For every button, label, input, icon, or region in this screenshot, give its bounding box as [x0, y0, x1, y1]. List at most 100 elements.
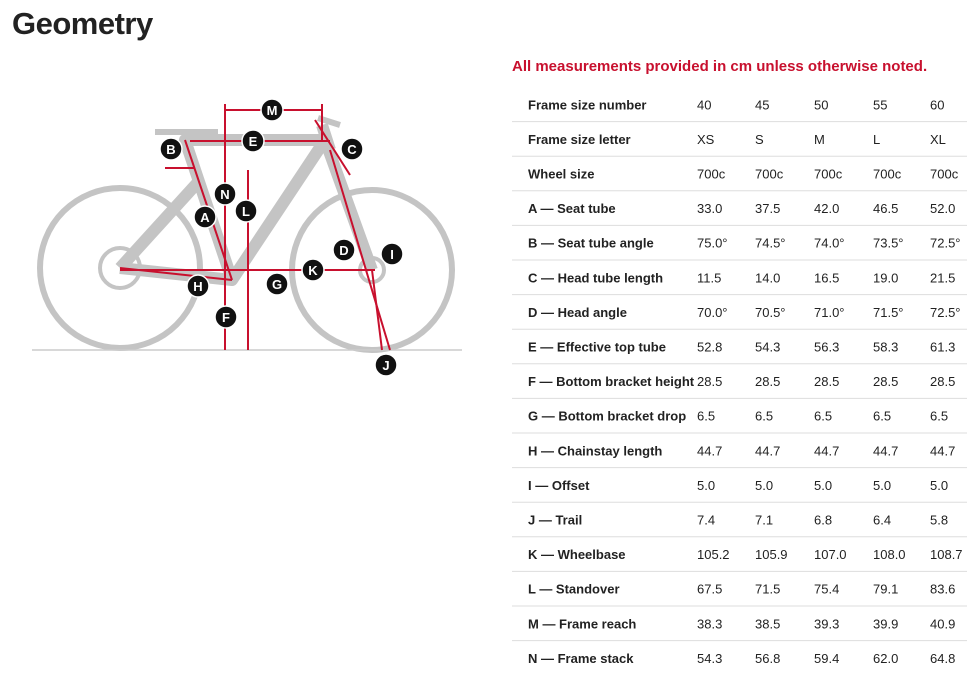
cell: 700c	[873, 167, 902, 182]
cell: 83.6	[930, 582, 955, 597]
cell: 46.5	[873, 201, 898, 216]
cell: 44.7	[814, 443, 839, 458]
cell: 105.2	[697, 547, 730, 562]
cell: 6.5	[814, 409, 832, 424]
label-letter: C	[347, 142, 357, 157]
cell: 6.5	[873, 409, 891, 424]
cell: 74.0°	[814, 236, 845, 251]
cell: 42.0	[814, 201, 839, 216]
cell: 5.0	[873, 478, 891, 493]
cell: 38.3	[697, 616, 722, 631]
cell: 61.3	[930, 340, 955, 355]
cell: 67.5	[697, 582, 722, 597]
label-badge	[213, 182, 237, 206]
cell: S	[755, 132, 764, 147]
label-badge	[260, 98, 284, 122]
cell: 79.1	[873, 582, 898, 597]
label-letter: N	[220, 187, 229, 202]
cell: 6.8	[814, 513, 832, 528]
label-letter: K	[308, 263, 318, 278]
cell: 54.3	[755, 340, 780, 355]
label-letter: A	[200, 210, 210, 225]
cell: 70.5°	[755, 305, 786, 320]
row-label: M — Frame reach	[528, 616, 636, 631]
row-label: F — Bottom bracket height	[528, 374, 695, 389]
cell: L	[873, 132, 880, 147]
cell: 105.9	[755, 547, 788, 562]
cell: 44.7	[930, 443, 955, 458]
cell: 74.5°	[755, 236, 786, 251]
label-badge	[332, 238, 356, 262]
row-label: Wheel size	[528, 167, 594, 182]
row-label: K — Wheelbase	[528, 547, 626, 562]
label-badge	[234, 199, 258, 223]
cell: 7.1	[755, 513, 773, 528]
cell: 50	[814, 97, 828, 112]
cell: 5.0	[755, 478, 773, 493]
cell: 5.8	[930, 513, 948, 528]
cell: 44.7	[697, 443, 722, 458]
row-label: I — Offset	[528, 478, 590, 493]
label-badge	[374, 353, 398, 377]
label-badge	[380, 242, 404, 266]
cell: 64.8	[930, 651, 955, 666]
label-letter: J	[382, 358, 389, 373]
cell: 28.5	[755, 374, 780, 389]
cell: 75.4	[814, 582, 839, 597]
cell: 44.7	[873, 443, 898, 458]
cell: 59.4	[814, 651, 839, 666]
row-label: A — Seat tube	[528, 201, 616, 216]
row-label: B — Seat tube angle	[528, 236, 654, 251]
cell: 39.9	[873, 616, 898, 631]
cell: 72.5°	[930, 236, 961, 251]
cell: 7.4	[697, 513, 715, 528]
cell: 54.3	[697, 651, 722, 666]
label-letter: I	[390, 247, 394, 262]
row-label: J — Trail	[528, 513, 582, 528]
label-badge	[159, 137, 183, 161]
label-badge	[186, 274, 210, 298]
row-label: L — Standover	[528, 582, 620, 597]
cell: 108.7	[930, 547, 963, 562]
cell: 6.4	[873, 513, 891, 528]
cell: 71.5°	[873, 305, 904, 320]
cell: 16.5	[814, 270, 839, 285]
cell: 52.0	[930, 201, 955, 216]
label-badge	[241, 129, 265, 153]
row-label: G — Bottom bracket drop	[528, 409, 686, 424]
row-label: Frame size letter	[528, 132, 631, 147]
cell: 62.0	[873, 651, 898, 666]
label-badge	[214, 305, 238, 329]
label-letter: L	[242, 204, 250, 219]
cell: 108.0	[873, 547, 906, 562]
cell: 70.0°	[697, 305, 728, 320]
cell: 700c	[697, 167, 726, 182]
cell: 55	[873, 97, 887, 112]
cell: 21.5	[930, 270, 955, 285]
cell: 14.0	[755, 270, 780, 285]
cell: 6.5	[930, 409, 948, 424]
cell: 700c	[755, 167, 784, 182]
cell: 11.5	[697, 270, 721, 285]
page-title: Geometry	[12, 6, 153, 41]
row-label: D — Head angle	[528, 305, 627, 320]
cell: 71.0°	[814, 305, 845, 320]
geometry-table: Frame size number 40 45 50 55 60 Frame size le…	[512, 97, 967, 666]
cell: 28.5	[814, 374, 839, 389]
cell: 6.5	[755, 409, 773, 424]
row-label: H — Chainstay length	[528, 443, 662, 458]
cell: 45	[755, 97, 769, 112]
label-badge	[193, 205, 217, 229]
note: All measurements provided in cm unless o…	[512, 58, 928, 75]
label-letter: D	[339, 243, 348, 258]
cell: 38.5	[755, 616, 780, 631]
cell: 40.9	[930, 616, 955, 631]
cell: XL	[930, 132, 946, 147]
row-label: C — Head tube length	[528, 270, 663, 285]
cell: 39.3	[814, 616, 839, 631]
cell: 28.5	[697, 374, 722, 389]
cell: 71.5	[755, 582, 780, 597]
cell: 28.5	[873, 374, 898, 389]
cell: 19.0	[873, 270, 898, 285]
